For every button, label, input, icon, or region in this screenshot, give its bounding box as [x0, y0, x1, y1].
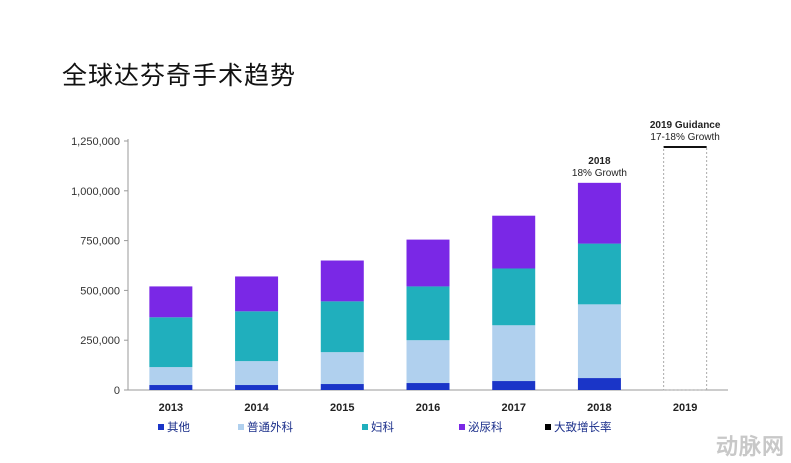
- legend-swatch: [459, 424, 465, 430]
- annotation-subtext: 18% Growth: [572, 168, 627, 179]
- bar-segment: [320, 352, 364, 385]
- y-tick-label: 1,000,000: [71, 186, 120, 198]
- annotation-heading: 2019 Guidance: [650, 120, 721, 131]
- bar-segment: [577, 243, 621, 305]
- chart-title: 全球达芬奇手术趋势: [62, 61, 297, 90]
- x-tick-label: 2018: [587, 402, 611, 414]
- chart-bars: [149, 145, 708, 391]
- x-tick-label: 2016: [416, 402, 440, 414]
- x-tick-label: 2013: [159, 402, 183, 414]
- chart-legend: 其他 普通外科 妇科 泌尿科 大致增长率: [158, 420, 612, 434]
- bar-segment: [320, 384, 364, 390]
- bar-segment: [320, 260, 364, 302]
- bar-segment: [235, 276, 279, 312]
- legend-swatch: [362, 424, 368, 430]
- legend-swatch: [545, 424, 551, 430]
- bar-segment: [492, 325, 536, 382]
- bar-segment: [577, 378, 621, 390]
- bar-segment: [492, 215, 536, 269]
- bar-segment: [149, 317, 193, 368]
- bar-segment: [235, 311, 279, 362]
- bar-segment: [406, 340, 450, 384]
- x-tick-label: 2014: [244, 402, 269, 414]
- bar-segment: [149, 385, 193, 390]
- legend-label: 妇科: [371, 420, 394, 434]
- y-tick-label: 500,000: [80, 285, 120, 297]
- bar-segment: [406, 383, 450, 390]
- legend-swatch: [158, 424, 164, 430]
- legend-label: 普通外科: [247, 420, 293, 434]
- bar-segment: [235, 361, 279, 386]
- bar-segment: [149, 367, 193, 386]
- bar-segment: [577, 182, 621, 244]
- guidance-box: [663, 146, 708, 391]
- x-tick-label: 2015: [330, 402, 354, 414]
- y-tick-label: 750,000: [80, 236, 120, 248]
- legend-label: 其他: [167, 420, 190, 434]
- x-tick-label: 2019: [673, 402, 697, 414]
- bar-segment: [235, 385, 279, 390]
- annotation-subtext: 17-18% Growth: [650, 132, 719, 143]
- legend-label: 泌尿科: [468, 420, 503, 434]
- legend-swatch: [238, 424, 244, 430]
- y-tick-label: 1,250,000: [71, 136, 120, 148]
- y-tick-label: 250,000: [80, 335, 120, 347]
- bar-segment: [320, 301, 364, 353]
- annotation-heading: 2018: [588, 156, 611, 167]
- bar-segment: [406, 239, 450, 287]
- bar-segment: [406, 286, 450, 341]
- bar-segment: [577, 304, 621, 379]
- legend-label: 大致增长率: [554, 420, 612, 434]
- x-tick-label: 2017: [501, 402, 525, 414]
- bar-segment: [149, 286, 193, 318]
- bar-segment: [492, 381, 536, 390]
- bar-segment: [492, 268, 536, 326]
- watermark-logo: 动脉网: [715, 435, 785, 460]
- y-tick-label: 0: [114, 385, 120, 397]
